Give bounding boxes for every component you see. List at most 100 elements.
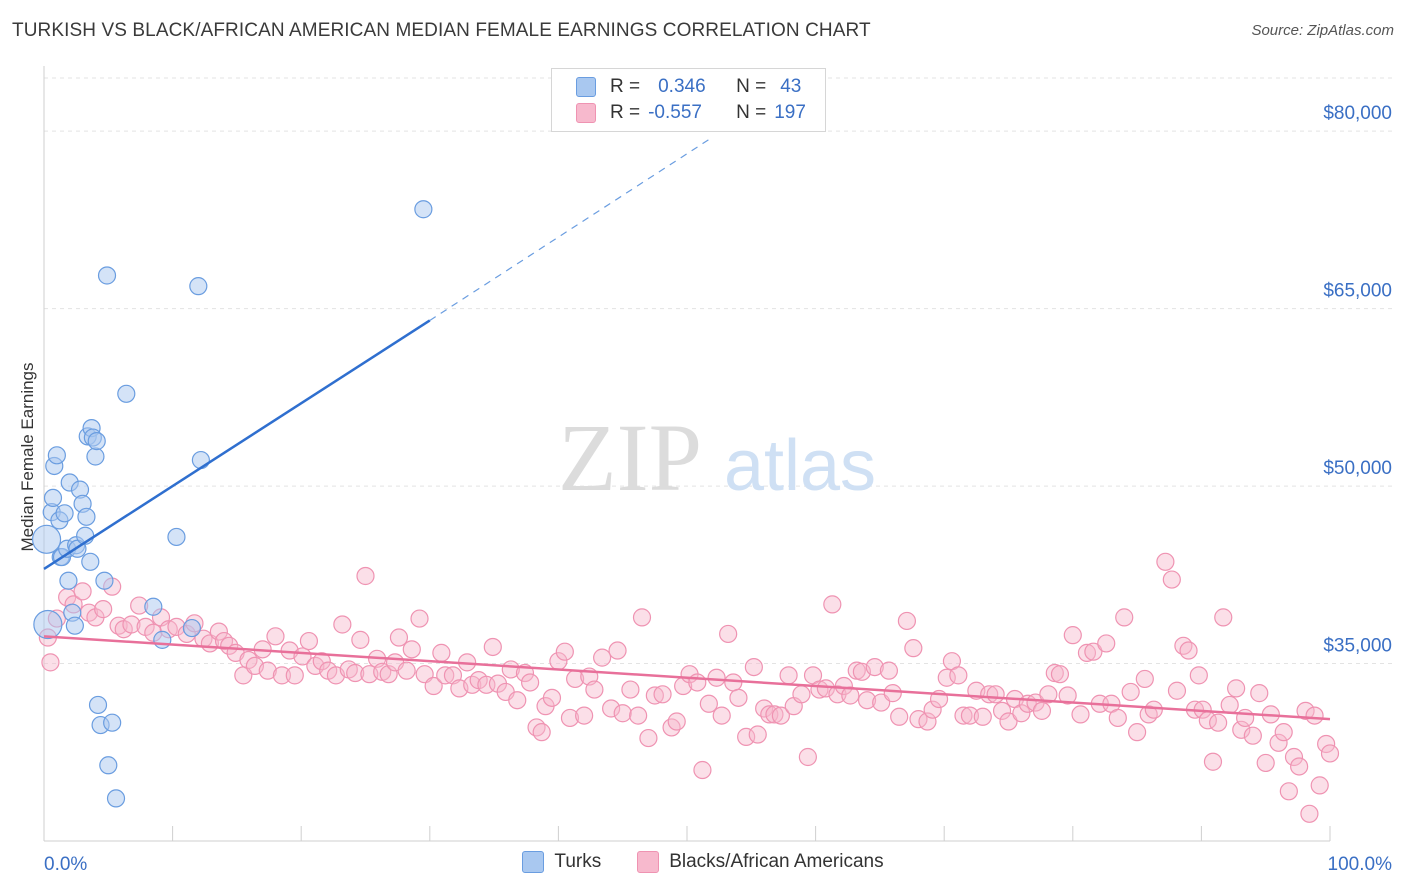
point-blacks (737, 727, 756, 746)
point-blacks (662, 718, 681, 737)
point-blacks (667, 712, 686, 731)
point-blacks (1097, 634, 1116, 653)
point-blacks (1063, 626, 1082, 645)
point-blacks (973, 707, 992, 726)
y-tick-label: $35,000 (1323, 636, 1392, 657)
point-blacks (1310, 776, 1329, 795)
stats-row-blacks: R = -0.557 N = 197 (576, 100, 806, 126)
point-blacks (333, 615, 352, 634)
point-blacks (1058, 686, 1077, 705)
point-blacks (999, 712, 1018, 731)
point-blacks (621, 680, 640, 699)
point-turks (86, 447, 105, 466)
point-turks (65, 616, 84, 635)
point-blacks (266, 627, 285, 646)
point-blacks (1296, 701, 1315, 720)
turks-swatch (576, 77, 596, 97)
watermark-zip: ZIP (558, 404, 702, 511)
point-blacks (1144, 700, 1163, 719)
point-turks (47, 446, 66, 465)
point-blacks (883, 684, 902, 703)
point-blacks (432, 643, 451, 662)
point-turks (77, 507, 96, 526)
point-turks (88, 695, 108, 715)
point-blacks (1135, 669, 1154, 689)
point-blacks (1189, 666, 1208, 685)
point-blacks (356, 566, 375, 586)
point-blacks (992, 701, 1012, 720)
point-blacks (532, 723, 551, 742)
point-blacks (1250, 684, 1269, 703)
point-turks (117, 384, 136, 403)
point-blacks (1127, 723, 1147, 742)
point-blacks (798, 747, 817, 767)
point-blacks (346, 663, 365, 683)
point-blacks (744, 657, 763, 677)
turks-r-label: R = (610, 76, 641, 97)
point-blacks (1269, 733, 1288, 752)
blacks-swatch (576, 103, 596, 123)
point-turks (414, 200, 433, 219)
stats-legend: R = 0.346 N = 43 R = -0.557 N = 197 (551, 68, 826, 132)
chart-title: TURKISH VS BLACK/AFRICAN AMERICAN MEDIAN… (12, 20, 871, 41)
point-blacks (1256, 753, 1275, 773)
point-blacks (521, 673, 540, 692)
point-turks (43, 488, 63, 508)
point-blacks (1214, 608, 1233, 627)
point-turks (189, 277, 208, 296)
point-blacks (575, 706, 594, 725)
legend-item-blacks[interactable]: Blacks/African Americans (637, 851, 884, 873)
blacks-r-value: -0.557 (648, 102, 702, 123)
point-blacks (389, 628, 409, 647)
point-blacks (508, 691, 527, 710)
point-blacks (719, 624, 738, 644)
point-blacks (1071, 705, 1090, 724)
point-blacks (1084, 642, 1103, 661)
point-turks (97, 266, 117, 285)
point-blacks (960, 706, 980, 725)
point-blacks (1320, 744, 1340, 763)
point-turks (153, 630, 172, 649)
point-blacks (1236, 708, 1255, 728)
point-blacks (608, 641, 627, 660)
point-blacks (1284, 747, 1304, 767)
point-blacks (653, 685, 672, 704)
x-tick-label-max: 100.0% (1328, 854, 1393, 875)
y-tick-label: $65,000 (1323, 281, 1392, 302)
point-blacks (1203, 752, 1223, 771)
point-blacks (1012, 704, 1031, 723)
point-blacks (629, 706, 648, 725)
point-blacks (542, 688, 562, 707)
point-blacks (109, 616, 128, 635)
point-blacks (765, 705, 784, 724)
point-turks (87, 432, 106, 451)
source-note: Source: ZipAtlas.com (1251, 22, 1394, 39)
point-blacks (792, 685, 811, 704)
point-turks (182, 618, 201, 638)
bottom-legend: Turks Blacks/African Americans (0, 851, 1406, 873)
point-turks (55, 504, 74, 523)
point-blacks (890, 707, 909, 726)
point-turks (191, 450, 210, 470)
point-blacks (724, 673, 743, 692)
y-tick-label: $50,000 (1323, 458, 1392, 479)
point-blacks (94, 600, 113, 619)
legend-turks-swatch (522, 851, 545, 873)
blacks-n-value: 197 (774, 102, 806, 123)
point-turks (33, 609, 63, 640)
point-blacks (865, 657, 884, 677)
watermark-atlas: atlas (724, 426, 876, 506)
point-blacks (613, 704, 632, 723)
legend-turks-label: Turks (554, 851, 602, 872)
legend-item-turks[interactable]: Turks (522, 851, 601, 873)
point-blacks (699, 694, 718, 713)
point-blacks (923, 700, 942, 719)
point-blacks (707, 668, 726, 687)
point-blacks (904, 639, 923, 658)
point-blacks (122, 615, 141, 634)
point-blacks (1279, 782, 1298, 801)
point-blacks (1108, 708, 1127, 728)
axes (43, 66, 1331, 842)
point-blacks (771, 706, 790, 725)
